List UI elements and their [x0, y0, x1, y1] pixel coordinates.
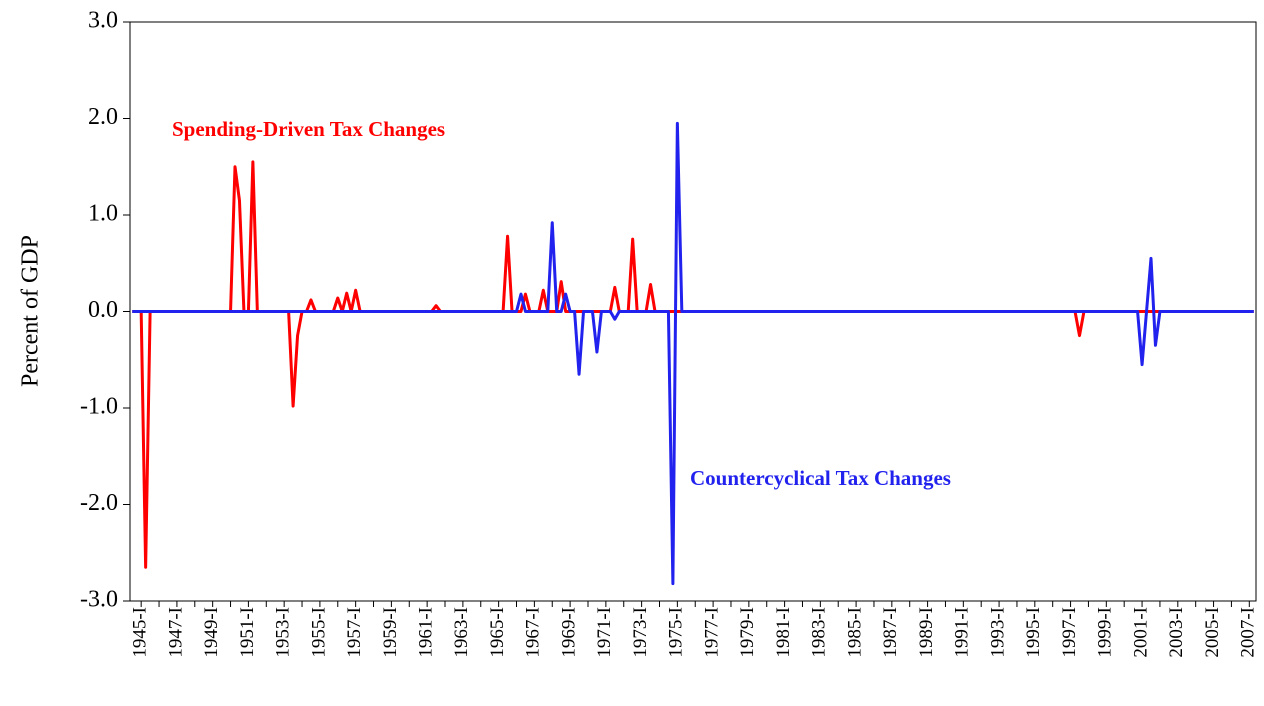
series-label: Countercyclical Tax Changes: [690, 466, 951, 490]
x-tick-label: 1975-I: [666, 607, 687, 658]
x-tick-label: 2003-I: [1166, 607, 1187, 658]
y-tick-label: 0.0: [88, 297, 118, 323]
x-tick-label: 1981-I: [773, 607, 794, 658]
x-tick-label: 1965-I: [487, 607, 508, 658]
x-tick-label: 1953-I: [273, 607, 294, 658]
x-tick-label: 1945-I: [130, 607, 151, 658]
x-tick-label: 1955-I: [308, 607, 329, 658]
y-axis-label: Percent of GDP: [18, 235, 44, 387]
x-tick-label: 1989-I: [916, 607, 937, 658]
x-tick-label: 1985-I: [844, 607, 865, 658]
x-tick-label: 1973-I: [630, 607, 651, 658]
y-tick-label: -2.0: [80, 490, 118, 516]
x-tick-label: 1947-I: [165, 607, 186, 658]
x-tick-label: 1969-I: [558, 607, 579, 658]
x-tick-label: 1959-I: [380, 607, 401, 658]
x-tick-label: 1995-I: [1023, 607, 1044, 658]
x-tick-label: 1987-I: [880, 607, 901, 658]
x-tick-label: 1957-I: [344, 607, 365, 658]
y-tick-label: 2.0: [88, 104, 118, 130]
y-tick-label: -1.0: [80, 394, 118, 420]
x-tick-label: 2007-I: [1238, 607, 1259, 658]
series-label: Spending-Driven Tax Changes: [172, 117, 445, 141]
x-tick-label: 1961-I: [415, 607, 436, 658]
x-tick-label: 1999-I: [1095, 607, 1116, 658]
x-tick-label: 1993-I: [987, 607, 1008, 658]
x-tick-label: 1971-I: [594, 607, 615, 658]
series-line: [132, 160, 1254, 569]
series-line: [132, 121, 1254, 586]
x-tick-label: 1997-I: [1059, 607, 1080, 658]
x-tick-label: 1951-I: [237, 607, 258, 658]
x-tick-label: 1977-I: [701, 607, 722, 658]
y-tick-label: 1.0: [88, 201, 118, 227]
x-tick-label: 1991-I: [952, 607, 973, 658]
x-tick-label: 2001-I: [1130, 607, 1151, 658]
x-tick-label: 1983-I: [809, 607, 830, 658]
x-tick-label: 1967-I: [523, 607, 544, 658]
x-tick-label: 1963-I: [451, 607, 472, 658]
y-tick-label: 3.0: [88, 8, 118, 34]
x-tick-label: 1979-I: [737, 607, 758, 658]
y-tick-label: -3.0: [80, 587, 118, 613]
x-tick-label: 1949-I: [201, 607, 222, 658]
x-tick-label: 2005-I: [1202, 607, 1223, 658]
